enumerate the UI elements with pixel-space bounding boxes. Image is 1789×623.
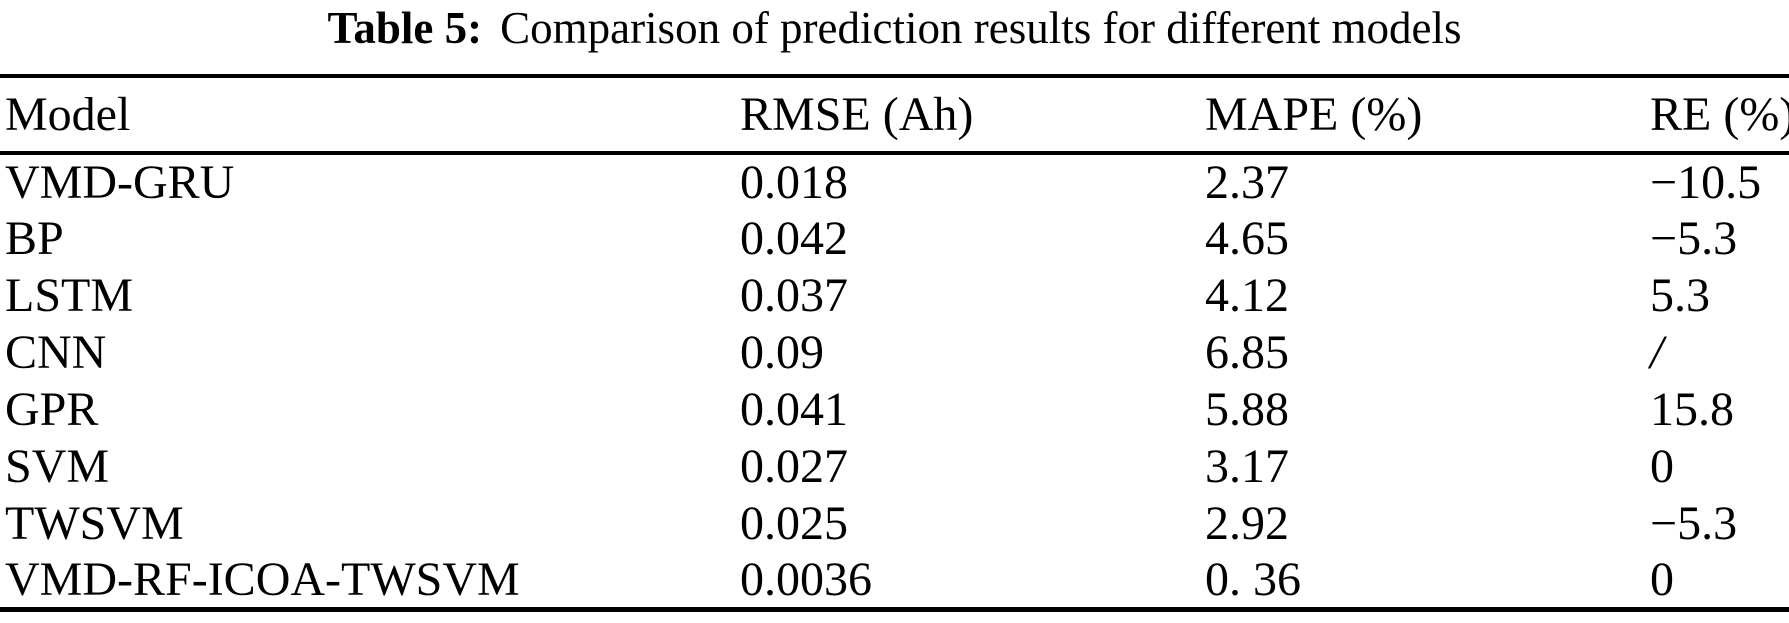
rmse-cell: 0.09 bbox=[740, 326, 824, 379]
table-row-gpr: GPR 0.041 5.88 15.8 bbox=[0, 381, 1789, 438]
model-cell: BP bbox=[5, 212, 64, 265]
rmse-cell: 0.042 bbox=[740, 212, 848, 265]
table-row-bp: BP 0.042 4.65 −5.3 bbox=[0, 210, 1789, 267]
table-row-vmd-gru: VMD-GRU 0.018 2.37 −10.5 bbox=[0, 153, 1789, 210]
model-cell: VMD-GRU bbox=[5, 156, 235, 209]
mape-cell: 2.92 bbox=[1205, 497, 1289, 550]
rmse-cell: 0.018 bbox=[740, 156, 848, 209]
model-cell: VMD-RF-ICOA-TWSVM bbox=[5, 553, 520, 606]
rmse-cell: 0.027 bbox=[740, 440, 848, 493]
re-cell: 0 bbox=[1650, 440, 1674, 493]
model-cell: TWSVM bbox=[5, 497, 184, 550]
rmse-cell: 0.041 bbox=[740, 383, 848, 436]
re-cell: 0 bbox=[1650, 553, 1674, 606]
rmse-cell: 0.0036 bbox=[740, 553, 872, 606]
column-header-mape: MAPE (%) bbox=[1205, 76, 1650, 155]
model-cell: CNN bbox=[5, 326, 107, 379]
mape-cell: 3.17 bbox=[1205, 440, 1289, 493]
table-row-svm: SVM 0.027 3.17 0 bbox=[0, 438, 1789, 495]
mape-cell: 5.88 bbox=[1205, 383, 1289, 436]
mape-cell: 6.85 bbox=[1205, 326, 1289, 379]
mape-cell: 4.12 bbox=[1205, 269, 1289, 322]
re-cell: −5.3 bbox=[1650, 497, 1738, 550]
re-cell: 5.3 bbox=[1650, 269, 1710, 322]
re-cell-not-available: / bbox=[1650, 326, 1664, 379]
model-cell: GPR bbox=[5, 383, 99, 436]
mape-cell: 4.65 bbox=[1205, 212, 1289, 265]
rmse-cell: 0.037 bbox=[740, 269, 848, 322]
table-caption: Table 5: Comparison of prediction results… bbox=[0, 0, 1789, 74]
model-cell: LSTM bbox=[5, 269, 134, 322]
rmse-cell: 0.025 bbox=[740, 497, 848, 550]
model-cell: SVM bbox=[5, 440, 110, 493]
mape-cell: 2.37 bbox=[1205, 156, 1289, 209]
column-header-model: Model bbox=[0, 76, 740, 155]
table-caption-label: Table 5: bbox=[327, 3, 483, 53]
table-row-cnn: CNN 0.09 6.85 / bbox=[0, 324, 1789, 381]
column-header-re: RE (%) bbox=[1650, 76, 1789, 155]
re-cell: 15.8 bbox=[1650, 383, 1734, 436]
results-table: Model RMSE (Ah) MAPE (%) RE (%) VMD-GRU … bbox=[0, 74, 1789, 612]
table-caption-text: Comparison of prediction results for dif… bbox=[500, 3, 1462, 53]
column-header-rmse: RMSE (Ah) bbox=[740, 76, 1205, 155]
table-row-vmd-rf-icoa-twsvm: VMD-RF-ICOA-TWSVM 0.0036 0. 36 0 bbox=[0, 552, 1789, 610]
table-row-twsvm: TWSVM 0.025 2.92 −5.3 bbox=[0, 495, 1789, 552]
mape-cell: 0. 36 bbox=[1205, 553, 1301, 606]
re-cell: −10.5 bbox=[1650, 156, 1762, 209]
re-cell: −5.3 bbox=[1650, 212, 1738, 265]
table-header-row: Model RMSE (Ah) MAPE (%) RE (%) bbox=[0, 76, 1789, 155]
table-row-lstm: LSTM 0.037 4.12 5.3 bbox=[0, 267, 1789, 324]
